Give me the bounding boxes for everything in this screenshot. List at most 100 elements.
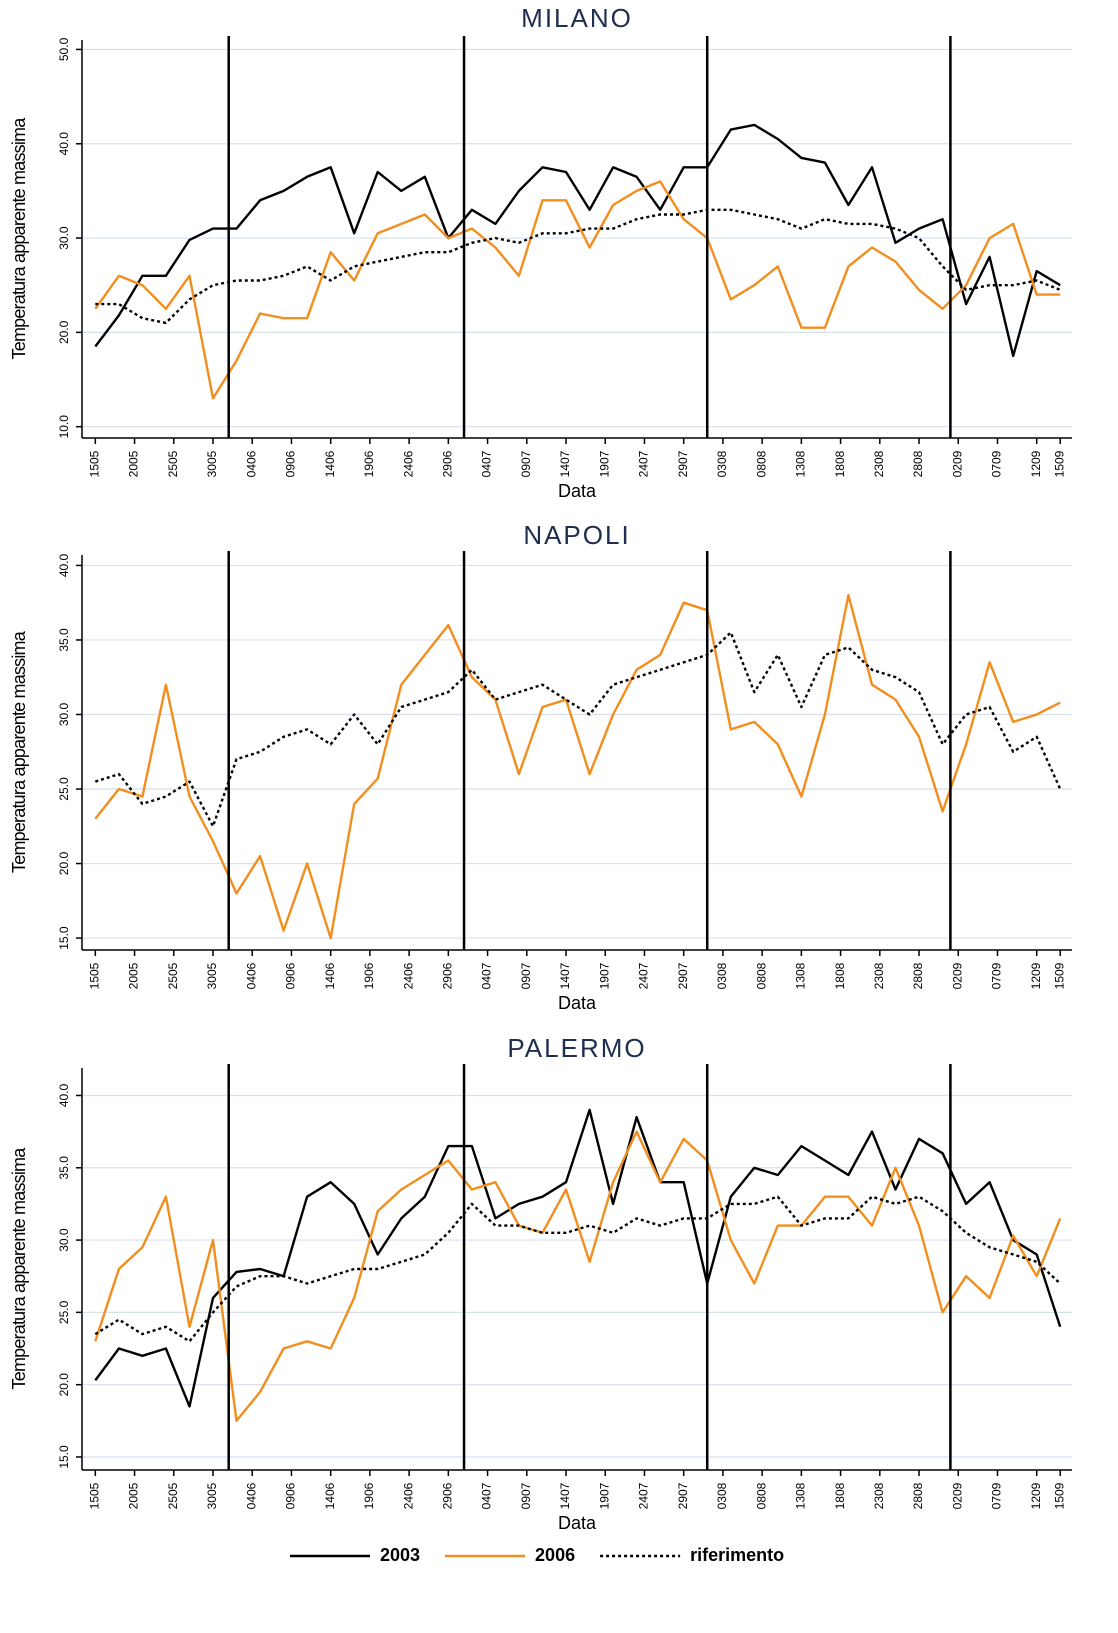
series-line	[94, 123, 1061, 358]
y-tick-label: 25.0	[57, 777, 71, 801]
x-tick-label: 0907	[519, 1482, 533, 1509]
y-tick-label: 40.0	[57, 132, 71, 156]
x-tick-label: 1509	[1052, 1482, 1066, 1509]
x-tick-label: 1308	[794, 450, 808, 477]
x-tick-label: 0406	[244, 1482, 258, 1509]
x-tick-label: 2308	[872, 1482, 886, 1509]
x-tick-label: 2907	[676, 962, 690, 989]
x-tick-label: 0209	[950, 962, 964, 989]
x-tick-label: 0308	[715, 1482, 729, 1509]
y-tick-label: 15.0	[57, 926, 71, 950]
x-tick-label: 1308	[794, 962, 808, 989]
x-tick-label: 1406	[323, 1482, 337, 1509]
x-tick-label: 1907	[597, 962, 611, 989]
x-tick-label: 1906	[362, 450, 376, 477]
x-tick-label: 2406	[401, 962, 415, 989]
x-tick-label: 0808	[754, 450, 768, 477]
x-tick-label: 1505	[88, 450, 102, 477]
x-tick-label: 2505	[166, 1482, 180, 1509]
x-tick-label: 2406	[401, 1482, 415, 1509]
x-tick-label: 1509	[1052, 962, 1066, 989]
y-tick-label: 20.0	[57, 1373, 71, 1397]
chart-title: MILANO	[521, 3, 633, 33]
x-tick-label: 0209	[950, 450, 964, 477]
x-tick-label: 2906	[441, 1482, 455, 1509]
y-tick-label: 20.0	[57, 320, 71, 344]
x-tick-label: 1406	[323, 962, 337, 989]
x-tick-label: 2808	[911, 962, 925, 989]
x-tick-label: 0709	[990, 1482, 1004, 1509]
y-tick-label: 40.0	[57, 553, 71, 577]
y-tick-label: 20.0	[57, 852, 71, 876]
x-tick-label: 1808	[833, 450, 847, 477]
series-line	[94, 1130, 1062, 1422]
x-axis-title: Data	[558, 481, 597, 501]
series-line	[95, 208, 1061, 325]
x-tick-label: 1407	[558, 1482, 572, 1509]
x-tick-label: 1406	[323, 450, 337, 477]
x-tick-label: 1907	[597, 1482, 611, 1509]
x-tick-label: 0709	[990, 962, 1004, 989]
x-tick-label: 0808	[754, 1482, 768, 1509]
legend-label: 2003	[380, 1545, 420, 1565]
chart-title: NAPOLI	[523, 520, 630, 550]
y-tick-label: 30.0	[57, 702, 71, 726]
series-line	[94, 631, 1062, 828]
x-tick-label: 0407	[480, 1482, 494, 1509]
x-tick-label: 0906	[284, 1482, 298, 1509]
x-tick-label: 1906	[362, 1482, 376, 1509]
x-tick-label: 2505	[166, 962, 180, 989]
x-tick-label: 0907	[519, 450, 533, 477]
y-axis-title: Temperatura apparente massima	[9, 630, 29, 873]
x-tick-label: 1808	[833, 962, 847, 989]
x-tick-label: 0308	[715, 962, 729, 989]
x-tick-label: 1209	[1029, 450, 1043, 477]
x-axis-title: Data	[558, 993, 597, 1013]
x-tick-label: 2005	[127, 1482, 141, 1509]
x-tick-label: 0406	[244, 962, 258, 989]
y-axis-title: Temperatura apparente massima	[9, 1147, 29, 1390]
x-tick-label: 3005	[205, 1482, 219, 1509]
y-tick-label: 50.0	[57, 37, 71, 61]
x-tick-label: 2005	[127, 962, 141, 989]
x-tick-label: 3005	[205, 450, 219, 477]
x-tick-label: 0407	[480, 450, 494, 477]
x-tick-label: 2407	[637, 962, 651, 989]
y-tick-label: 30.0	[57, 1228, 71, 1252]
y-tick-label: 35.0	[57, 628, 71, 652]
x-tick-label: 0709	[990, 450, 1004, 477]
x-tick-label: 0308	[715, 450, 729, 477]
x-tick-label: 0907	[519, 962, 533, 989]
legend-label: 2006	[535, 1545, 575, 1565]
y-tick-label: 10.0	[57, 415, 71, 439]
x-tick-label: 2407	[637, 1482, 651, 1509]
x-tick-label: 2406	[401, 450, 415, 477]
x-tick-label: 1509	[1052, 450, 1066, 477]
x-tick-label: 2308	[872, 962, 886, 989]
y-tick-label: 30.0	[57, 226, 71, 250]
x-tick-label: 1808	[833, 1482, 847, 1509]
x-tick-label: 0808	[754, 962, 768, 989]
x-tick-label: 1906	[362, 962, 376, 989]
x-tick-label: 2407	[637, 450, 651, 477]
x-tick-label: 1505	[88, 1482, 102, 1509]
x-axis-title: Data	[558, 1513, 597, 1533]
x-tick-label: 1407	[558, 962, 572, 989]
x-tick-label: 1209	[1029, 1482, 1043, 1509]
x-tick-label: 3005	[205, 962, 219, 989]
y-tick-label: 15.0	[57, 1445, 71, 1469]
x-tick-label: 0906	[284, 450, 298, 477]
x-tick-label: 1505	[88, 962, 102, 989]
y-tick-label: 25.0	[57, 1300, 71, 1324]
legend-label: riferimento	[690, 1545, 784, 1565]
chart-title: PALERMO	[507, 1033, 646, 1063]
series-line	[94, 180, 1061, 400]
y-axis-title: Temperatura apparente massima	[9, 117, 29, 360]
x-tick-label: 2906	[441, 450, 455, 477]
x-tick-label: 0906	[284, 962, 298, 989]
series-line	[94, 1108, 1062, 1408]
x-tick-label: 2907	[676, 450, 690, 477]
series-line	[94, 594, 1061, 940]
x-tick-label: 1907	[597, 450, 611, 477]
